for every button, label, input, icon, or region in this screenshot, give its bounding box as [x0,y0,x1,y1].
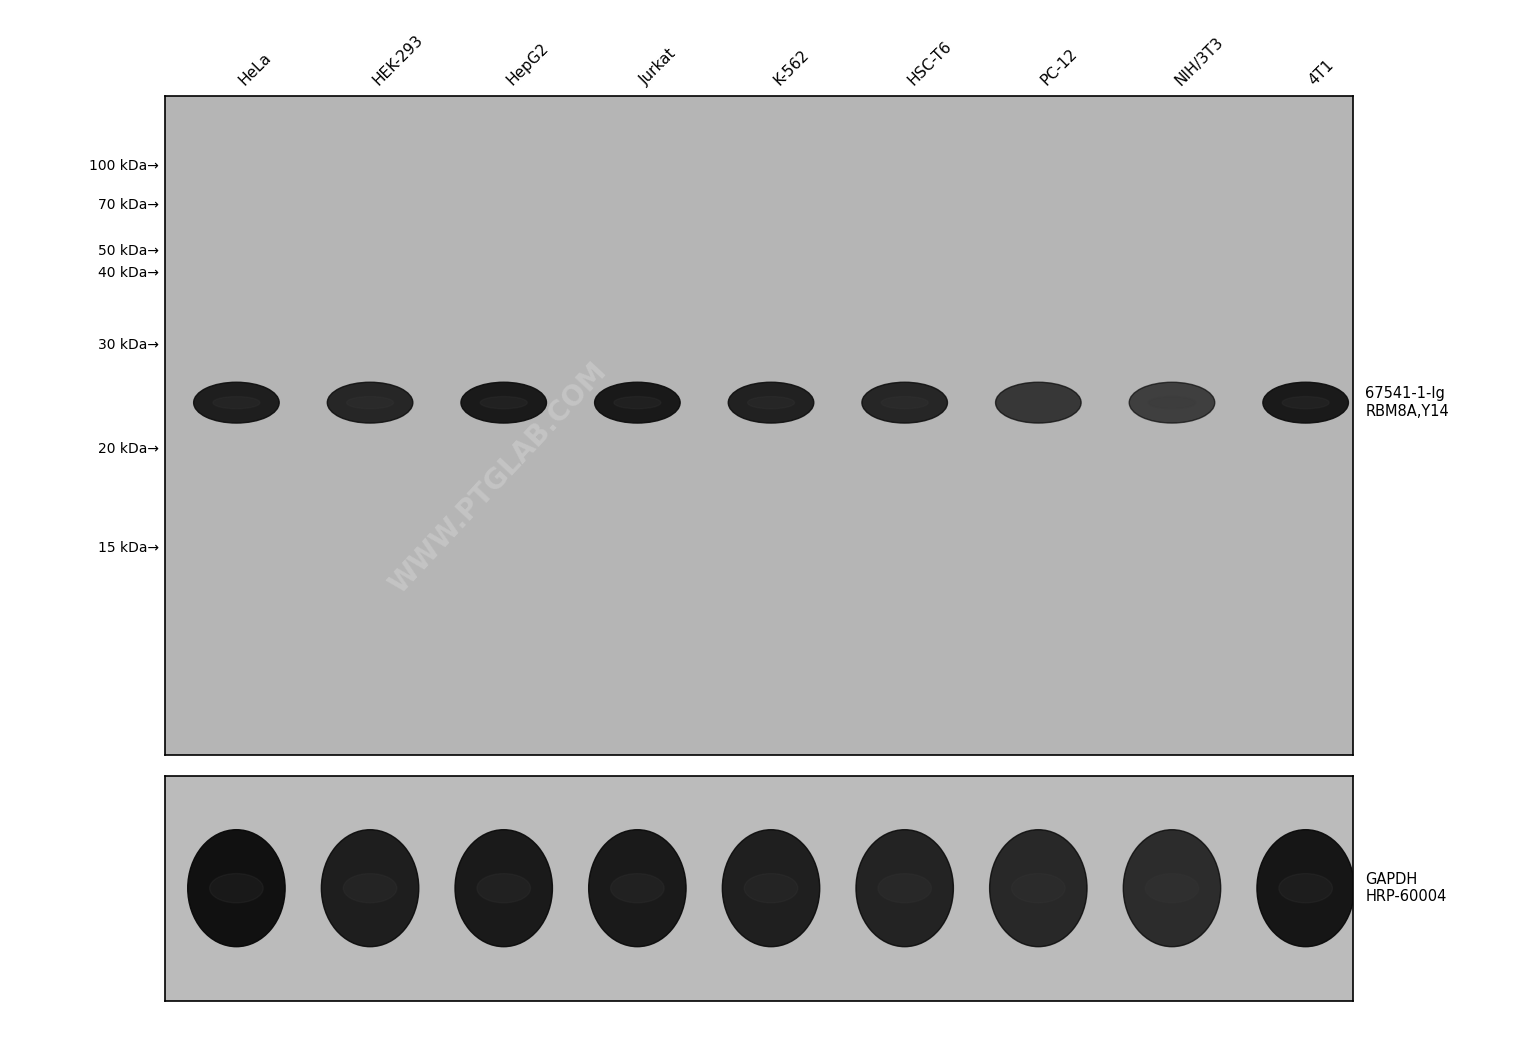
Ellipse shape [610,873,664,903]
Ellipse shape [589,830,687,947]
Ellipse shape [1278,873,1332,903]
Text: 100 kDa→: 100 kDa→ [89,159,159,172]
Ellipse shape [1263,383,1349,423]
Text: K-562: K-562 [771,48,812,88]
Ellipse shape [188,830,284,947]
Ellipse shape [344,873,398,903]
Ellipse shape [745,873,798,903]
Ellipse shape [1012,873,1066,903]
Text: NIH/3T3: NIH/3T3 [1173,34,1226,88]
Ellipse shape [995,383,1081,423]
Ellipse shape [722,830,820,947]
Text: HepG2: HepG2 [503,40,552,88]
Ellipse shape [613,396,661,409]
Text: 40 kDa→: 40 kDa→ [98,265,159,280]
Text: 70 kDa→: 70 kDa→ [98,198,159,213]
Ellipse shape [347,396,393,409]
Ellipse shape [321,830,419,947]
Ellipse shape [595,383,680,423]
Ellipse shape [748,396,795,409]
Text: HeLa: HeLa [237,50,275,88]
Ellipse shape [862,383,948,423]
Text: 4T1: 4T1 [1306,57,1336,88]
Ellipse shape [194,383,280,423]
Text: Jurkat: Jurkat [638,46,679,88]
Text: 67541-1-Ig
RBM8A,Y14: 67541-1-Ig RBM8A,Y14 [1365,387,1449,419]
Ellipse shape [878,873,931,903]
Ellipse shape [1015,396,1061,409]
Ellipse shape [1257,830,1355,947]
Ellipse shape [1124,830,1220,947]
Ellipse shape [881,396,928,409]
Ellipse shape [480,396,528,409]
Ellipse shape [327,383,413,423]
Text: HSC-T6: HSC-T6 [905,38,954,88]
Text: 30 kDa→: 30 kDa→ [98,338,159,353]
Text: HEK-293: HEK-293 [370,32,427,88]
Text: 50 kDa→: 50 kDa→ [98,244,159,258]
Ellipse shape [209,873,263,903]
Text: GAPDH
HRP-60004: GAPDH HRP-60004 [1365,872,1446,904]
Text: 15 kDa→: 15 kDa→ [98,540,159,555]
Text: 20 kDa→: 20 kDa→ [98,442,159,455]
Ellipse shape [1145,873,1199,903]
Ellipse shape [989,830,1087,947]
Text: PC-12: PC-12 [1038,46,1081,88]
Ellipse shape [213,396,260,409]
Text: WWW.PTGLAB.COM: WWW.PTGLAB.COM [384,358,612,599]
Ellipse shape [460,383,546,423]
Ellipse shape [856,830,954,947]
Ellipse shape [728,383,813,423]
Ellipse shape [477,873,531,903]
Ellipse shape [1130,383,1214,423]
Ellipse shape [456,830,552,947]
Ellipse shape [1148,396,1196,409]
Ellipse shape [1283,396,1329,409]
